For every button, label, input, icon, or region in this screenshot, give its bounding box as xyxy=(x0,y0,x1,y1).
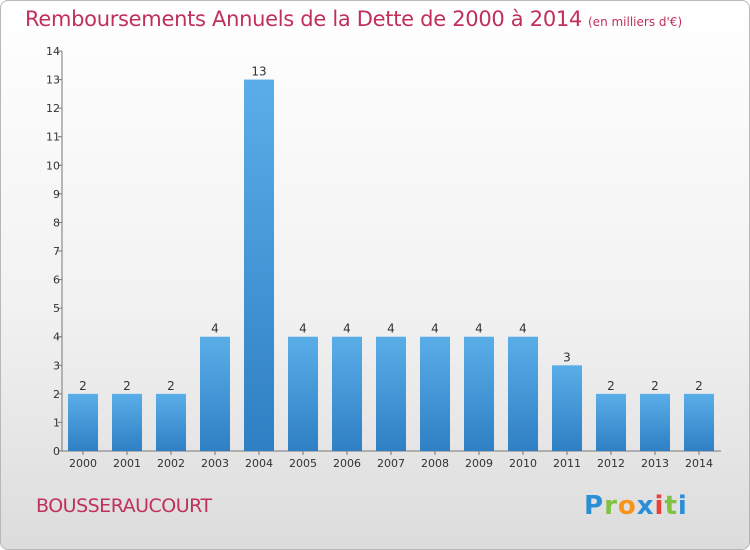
bar xyxy=(640,393,670,451)
bar-value-label: 4 xyxy=(519,322,527,336)
y-tick-label: 6 xyxy=(53,274,60,287)
logo-letter: r xyxy=(604,491,618,521)
y-tick-label: 5 xyxy=(53,302,60,315)
bar xyxy=(376,336,406,451)
y-tick-label: 2 xyxy=(53,388,60,401)
bar-value-label: 4 xyxy=(343,322,351,336)
bar-value-label: 13 xyxy=(251,65,266,79)
x-tick-label: 2011 xyxy=(553,457,581,470)
logo-letter: i xyxy=(677,491,688,521)
y-tick-label: 1 xyxy=(53,416,60,429)
y-tick-label: 4 xyxy=(53,331,60,344)
bar-value-label: 2 xyxy=(123,379,131,393)
y-tick-label: 7 xyxy=(53,245,60,258)
bar xyxy=(464,336,494,451)
x-tick-label: 2013 xyxy=(641,457,669,470)
proxiti-logo: Proxiti xyxy=(584,491,688,521)
chart-bars xyxy=(68,79,714,452)
x-tick-label: 2014 xyxy=(685,457,713,470)
y-tick-label: 14 xyxy=(46,45,60,58)
logo-letter: o xyxy=(617,491,637,521)
bar xyxy=(684,393,714,451)
logo-letter: x xyxy=(636,491,655,521)
y-tick-label: 0 xyxy=(53,445,60,458)
y-tick-label: 11 xyxy=(46,131,60,144)
bar-value-label: 2 xyxy=(607,379,615,393)
bar xyxy=(332,336,362,451)
bar-value-label: 4 xyxy=(475,322,483,336)
x-tick-label: 2005 xyxy=(289,457,317,470)
bar-value-label: 3 xyxy=(563,350,571,364)
chart-subtitle: (en milliers d'€) xyxy=(588,15,683,29)
logo-letter: t xyxy=(664,491,678,521)
chart-labels: 2000 2 2001 2 2002 2 2003 4 2004 13 2005 4 2006 4 2007… xyxy=(69,65,713,470)
bar-value-label: 2 xyxy=(167,379,175,393)
x-tick-label: 2009 xyxy=(465,457,493,470)
bar-value-label: 2 xyxy=(651,379,659,393)
x-tick-label: 2010 xyxy=(509,457,537,470)
chart-title-text: Remboursements Annuels de la Dette de 20… xyxy=(25,7,582,31)
y-tick-label: 12 xyxy=(46,102,60,115)
logo-letter: i xyxy=(654,491,665,521)
x-tick-label: 2006 xyxy=(333,457,361,470)
x-tick-label: 2007 xyxy=(377,457,405,470)
x-tick-label: 2003 xyxy=(201,457,229,470)
x-tick-label: 2004 xyxy=(245,457,273,470)
bar-value-label: 2 xyxy=(79,379,87,393)
bar xyxy=(420,336,450,451)
bar-value-label: 4 xyxy=(211,322,219,336)
logo-letter: P xyxy=(584,491,605,521)
bar xyxy=(508,336,538,451)
x-tick-label: 2001 xyxy=(113,457,141,470)
x-tick-label: 2000 xyxy=(69,457,97,470)
bar xyxy=(596,393,626,451)
x-tick-label: 2012 xyxy=(597,457,625,470)
bar xyxy=(156,393,186,451)
y-tick-label: 10 xyxy=(46,159,60,172)
x-tick-label: 2008 xyxy=(421,457,449,470)
bar xyxy=(68,393,98,451)
y-tick-label: 9 xyxy=(53,188,60,201)
bar xyxy=(244,79,274,452)
y-tick-label: 3 xyxy=(53,359,60,372)
bar xyxy=(552,365,582,451)
commune-name: BOUSSERAUCOURT xyxy=(36,495,212,517)
bar xyxy=(112,393,142,451)
x-tick-label: 2002 xyxy=(157,457,185,470)
chart-title: Remboursements Annuels de la Dette de 20… xyxy=(25,7,682,31)
bar xyxy=(288,336,318,451)
bar xyxy=(200,336,230,451)
bar-value-label: 4 xyxy=(299,322,307,336)
bar-value-label: 4 xyxy=(387,322,395,336)
y-tick-label: 8 xyxy=(53,216,60,229)
bar-value-label: 2 xyxy=(695,379,703,393)
bar-value-label: 4 xyxy=(431,322,439,336)
y-tick-label: 13 xyxy=(46,74,60,87)
